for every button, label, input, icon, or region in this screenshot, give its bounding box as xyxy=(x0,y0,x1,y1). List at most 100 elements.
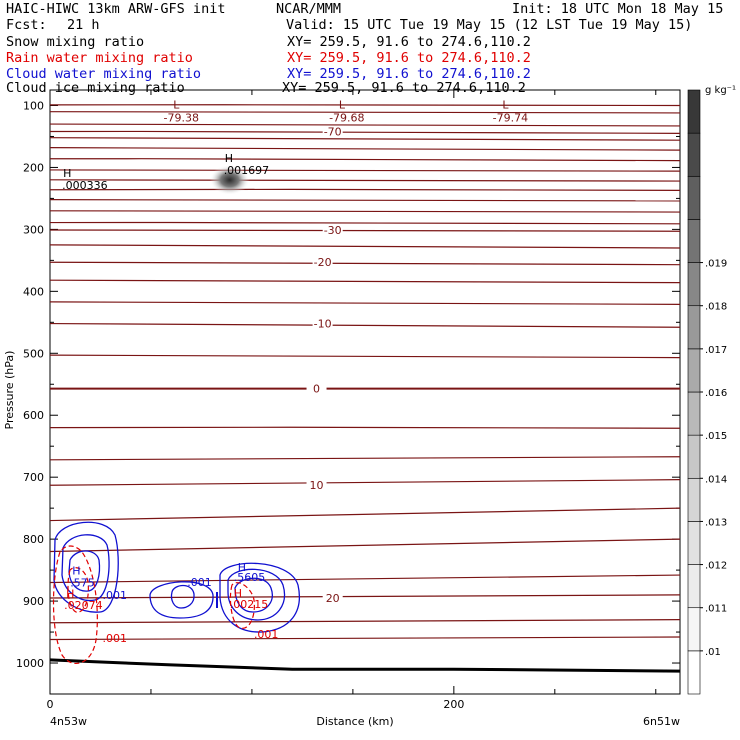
colorbar-swatch xyxy=(687,650,701,695)
isotherm-line xyxy=(49,229,681,232)
rain-water-label: .00215 xyxy=(230,598,269,611)
isotherm-label: 10 xyxy=(310,479,324,492)
isotherm-label: -10 xyxy=(314,318,332,331)
isotherm-label-bg xyxy=(306,382,327,394)
cloud-water-label: .5605 xyxy=(234,571,266,584)
isotherm-line xyxy=(49,137,681,141)
low-value: -79.38 xyxy=(164,112,199,125)
colorbar-label: .018 xyxy=(705,302,727,313)
low-value: -79.74 xyxy=(493,112,528,125)
y-tick-label: 600 xyxy=(23,409,44,422)
cloud-water-contour xyxy=(53,521,119,613)
colorbar-swatch xyxy=(687,564,701,609)
init-time: Init: 18 UTC Mon 18 May 15 xyxy=(512,1,724,17)
model-title: HAIC-HIWC 13km ARW-GFS init xyxy=(6,1,226,17)
field-name-snow: Snow mixing ratio xyxy=(6,34,145,50)
snow-high-value: .001697 xyxy=(224,164,270,177)
isotherm-line xyxy=(49,619,681,624)
colorbar-swatch xyxy=(687,262,701,307)
isotherm-label-bg xyxy=(322,591,343,603)
field-name-cloud-ice: Cloud ice mixing ratio xyxy=(6,80,185,96)
colorbar-swatch xyxy=(687,175,701,220)
isotherm-line xyxy=(49,130,681,134)
cloud-water-contour xyxy=(68,550,101,592)
colorbar-label: .01 xyxy=(705,647,721,658)
forecast-label: Fcst: xyxy=(6,17,47,33)
isotherm-line xyxy=(49,111,681,114)
field-xy-cloud-water: XY= 259.5, 91.6 to 274.6,110.2 xyxy=(287,66,531,82)
isotherm-label: -70 xyxy=(324,126,342,139)
colorbar-unit: g kg⁻¹ xyxy=(705,85,736,96)
cloud-water-contour xyxy=(234,577,273,613)
isotherm-line xyxy=(49,456,681,461)
y-tick-label: 500 xyxy=(23,347,44,360)
cloud-water-contour xyxy=(170,584,195,609)
y-tick-label: 300 xyxy=(23,223,44,236)
rain-water-contour xyxy=(67,567,89,613)
colorbar-swatch xyxy=(687,477,701,522)
y-tick-label: 900 xyxy=(23,595,44,608)
colorbar-swatch xyxy=(687,305,701,350)
isotherm-line xyxy=(49,169,681,172)
isotherm-line xyxy=(49,221,681,225)
isotherm-line xyxy=(49,104,681,107)
low-marker: L xyxy=(173,99,180,112)
colorbar-swatch xyxy=(687,89,701,134)
isotherm-line xyxy=(49,261,681,266)
isotherm-line xyxy=(49,210,681,213)
colorbar-swatch xyxy=(687,434,701,479)
colorbar-swatch xyxy=(687,219,701,263)
x-axis-title: Distance (km) xyxy=(316,715,393,728)
isotherm-label-bg xyxy=(322,125,343,137)
cloud-water-label: .001 xyxy=(187,576,212,589)
isotherm-label: -20 xyxy=(314,256,332,269)
colorbar-swatch xyxy=(687,132,701,177)
colorbar-swatch xyxy=(687,348,701,393)
isotherm-line xyxy=(49,301,681,305)
isotherm-line xyxy=(49,188,681,191)
snow-high-marker: H xyxy=(225,152,233,165)
low-value: -79.68 xyxy=(329,112,364,125)
y-tick-label: 1000 xyxy=(16,657,44,670)
colorbar-label: .012 xyxy=(705,561,727,572)
rain-water-contour xyxy=(52,545,98,665)
cloud-water-contour xyxy=(227,568,286,621)
x-tick-label: 0 xyxy=(47,698,54,711)
isotherm-line xyxy=(49,354,681,359)
org-label: NCAR/MMM xyxy=(276,1,342,17)
isotherm-label-bg xyxy=(312,317,333,329)
snow-high-value: .000336 xyxy=(62,179,108,192)
y-axis-title: Pressure (hPa) xyxy=(3,351,16,430)
y-tick-label: 800 xyxy=(23,533,44,546)
surface-pressure-line xyxy=(49,658,681,673)
cloud-water-contour xyxy=(61,534,110,602)
y-tick-label: 700 xyxy=(23,471,44,484)
colorbar-swatch xyxy=(687,391,701,436)
isotherm-line xyxy=(49,322,681,328)
rain-water-label: H xyxy=(66,588,74,601)
colorbar-label: .016 xyxy=(705,388,727,399)
field-name-rain: Rain water mixing ratio xyxy=(6,50,193,66)
rain-water-label: .001 xyxy=(254,628,279,641)
rain-water-contour xyxy=(229,582,255,629)
isotherm-line xyxy=(49,594,681,599)
isotherm-line xyxy=(49,158,681,162)
isotherm-label-bg xyxy=(306,479,327,491)
cloud-water-label: .001 xyxy=(103,589,128,602)
snow-max-shading xyxy=(209,164,250,195)
plot-frame xyxy=(49,89,681,695)
x-tick-label: 200 xyxy=(443,698,464,711)
cloud-water-contour xyxy=(149,581,214,619)
colorbar-label: .015 xyxy=(705,431,727,442)
isotherm-line xyxy=(49,507,681,522)
field-xy-rain: XY= 259.5, 91.6 to 274.6,110.2 xyxy=(287,50,531,66)
colorbar-label: .019 xyxy=(705,259,727,270)
y-tick-label: 200 xyxy=(23,161,44,174)
isotherm-line xyxy=(49,244,681,249)
isotherm-line xyxy=(49,574,681,584)
isotherm-line xyxy=(49,179,681,182)
y-tick-label: 100 xyxy=(23,99,44,112)
valid-time: Valid: 15 UTC Tue 19 May 15 (12 LST Tue … xyxy=(286,17,693,33)
colorbar-label: .011 xyxy=(705,604,727,615)
